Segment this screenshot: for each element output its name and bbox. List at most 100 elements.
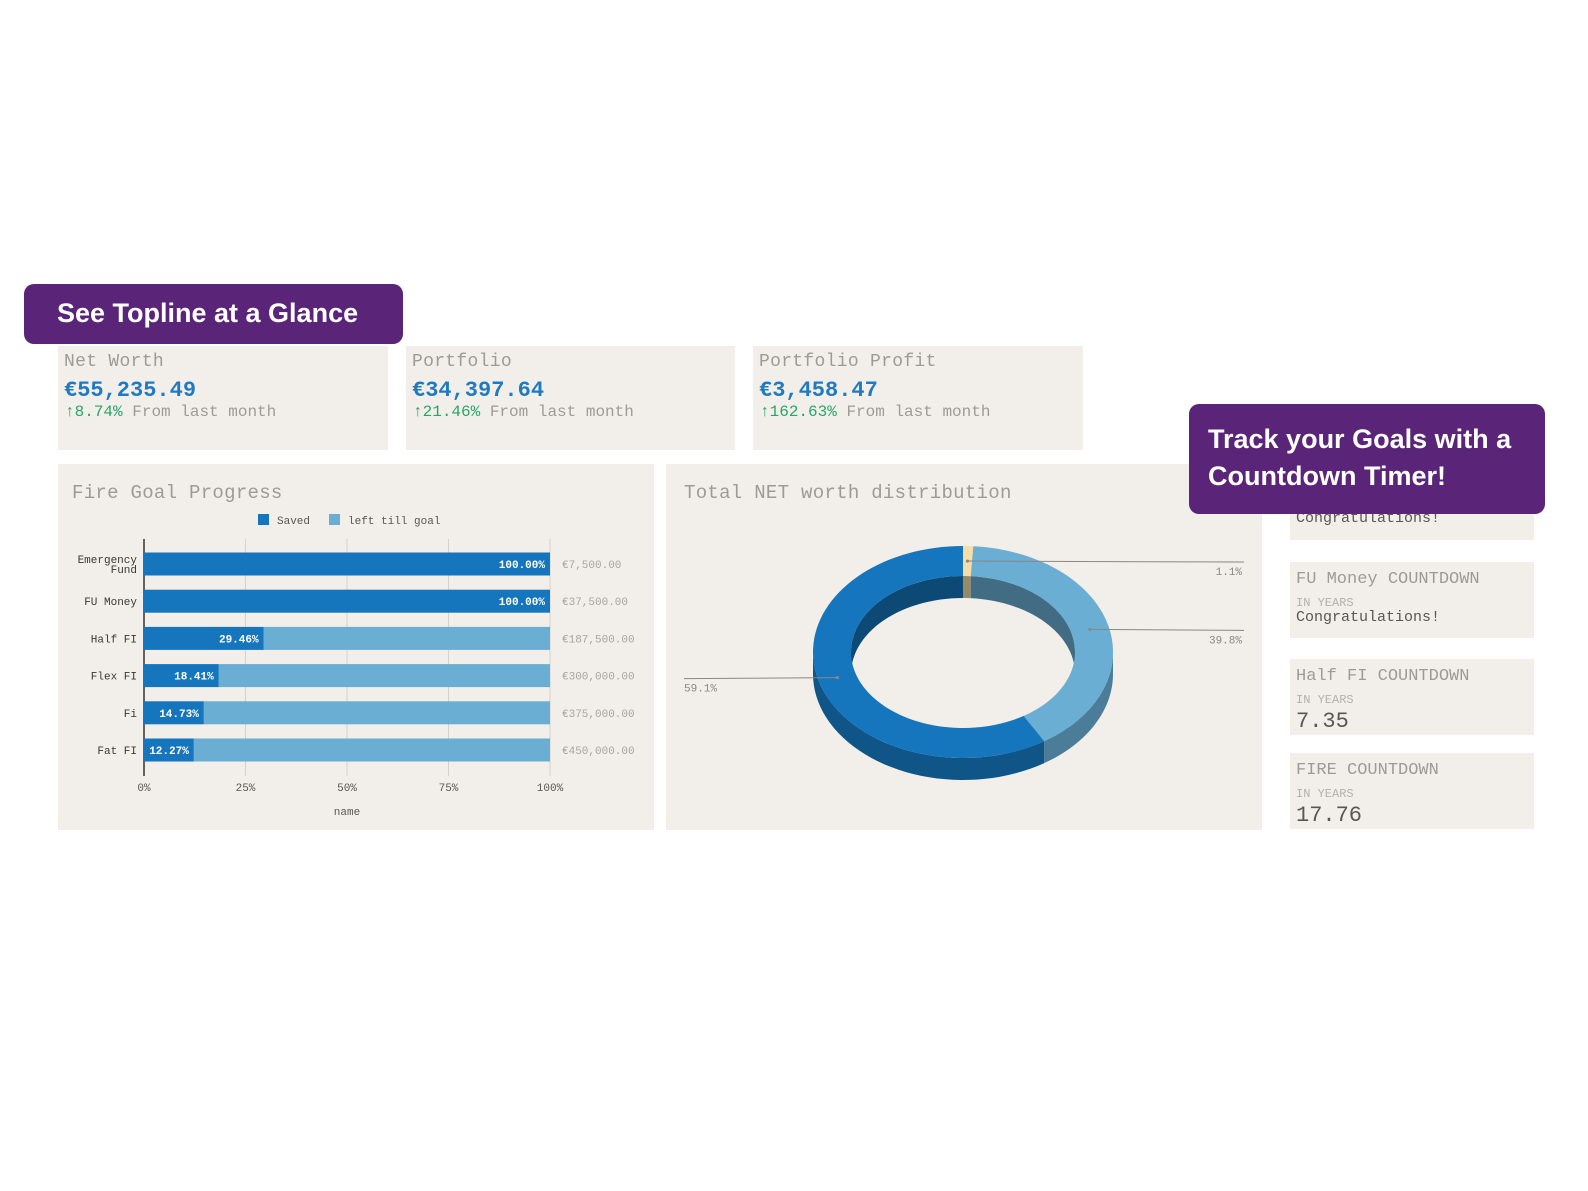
panel-title: Total NET worth distribution (684, 482, 1012, 504)
bar-data-label: 14.73% (159, 709, 199, 721)
goals-banner: Track your Goals with a Countdown Timer! (1189, 404, 1545, 514)
bar-saved (144, 664, 219, 688)
card-label: Portfolio (412, 352, 512, 372)
arrow-up-icon: ↑ (413, 403, 423, 421)
card-value: €34,397.64 (412, 378, 545, 403)
countdown-card: Half FI COUNTDOWN IN YEARS 7.35 (1290, 659, 1534, 735)
portfolio-profit-card: Portfolio Profit €3,458.47 ↑162.63% From… (753, 346, 1083, 450)
card-change: ↑162.63% From last month (760, 403, 990, 421)
bar-saved (144, 738, 194, 762)
x-tick-label: 0% (137, 783, 151, 795)
bar-saved (144, 552, 550, 576)
leader-dot (965, 559, 970, 563)
countdown-card: FIRE COUNTDOWN IN YEARS 17.76 (1290, 753, 1534, 829)
topline-banner: See Topline at a Glance (24, 284, 403, 344)
leader-line (967, 560, 1245, 563)
bar-data-label: 29.46% (219, 634, 259, 646)
change-suffix: From last month (846, 403, 991, 421)
legend-label: Saved (277, 516, 310, 528)
panel-title: Fire Goal Progress (72, 482, 283, 504)
goal-amount-label: €375,000.00 (562, 709, 635, 721)
legend-label: left till goal (348, 516, 440, 528)
bar-left-till-goal (203, 701, 550, 725)
x-tick-label: 75% (439, 783, 459, 795)
x-tick-label: 25% (236, 783, 256, 795)
countdown-value: 7.35 (1296, 709, 1349, 734)
category-label: Emergency (78, 555, 138, 567)
x-axis-title: name (334, 807, 360, 819)
countdown-unit: IN YEARS (1296, 596, 1354, 610)
category-label: Flex FI (91, 672, 137, 684)
x-tick-label: 100% (537, 783, 564, 795)
leader-line (1089, 628, 1245, 631)
countdown-title: Half FI COUNTDOWN (1296, 667, 1470, 686)
category-label: Fund (111, 565, 137, 577)
bar-data-label: 12.27% (149, 746, 189, 758)
banner-text: Countdown Timer! (1208, 461, 1446, 491)
leader-dot (835, 676, 839, 680)
countdown-value: 17.76 (1296, 803, 1363, 828)
distribution-panel: Total NET worth distribution 1.1% 39.8% 59… (666, 464, 1262, 830)
goal-amount-label: €300,000.00 (562, 672, 635, 684)
net-worth-card: Net Worth €55,235.49 ↑8.74% From last mo… (58, 346, 388, 450)
bar-data-label: 100.00% (499, 560, 546, 572)
card-change: ↑21.46% From last month (413, 403, 634, 421)
fire-goal-panel: Fire Goal Progress Saved left till goal 0%… (58, 464, 654, 830)
bar-saved (144, 626, 264, 650)
donut-slice (970, 546, 1113, 742)
leader-dot (1088, 627, 1092, 631)
category-label: Fi (124, 709, 138, 721)
card-value: €3,458.47 (759, 378, 878, 403)
card-label: Net Worth (64, 352, 164, 372)
distribution-chart: 1.1% 39.8% 59.1% (683, 546, 1245, 780)
bar-left-till-goal (218, 664, 550, 688)
fire-goal-chart: Saved left till goal 0% 25% 50% 75% 100% name 10… (78, 514, 635, 819)
countdown-card: FU Money COUNTDOWN IN YEARS Congratulati… (1290, 562, 1534, 638)
goal-amount-label: €7,500.00 (562, 560, 621, 572)
change-percent: 21.46% (422, 403, 481, 421)
legend-swatch (329, 514, 340, 525)
change-suffix: From last month (132, 403, 277, 421)
x-tick-label: 50% (337, 783, 357, 795)
countdown-unit: IN YEARS (1296, 787, 1354, 801)
arrow-up-icon: ↑ (65, 403, 75, 421)
change-suffix: From last month (489, 403, 634, 421)
change-percent: 162.63% (769, 403, 837, 421)
donut-side-wall (813, 652, 1045, 780)
bar-data-label: 100.00% (499, 597, 546, 609)
countdown-unit: IN YEARS (1296, 693, 1354, 707)
arrow-up-icon: ↑ (760, 403, 770, 421)
leader-line (683, 677, 838, 680)
banner-text: See Topline at a Glance (57, 298, 359, 328)
donut-inner-wall (963, 576, 971, 599)
goal-amount-label: €187,500.00 (562, 634, 635, 646)
bar-saved (144, 589, 550, 613)
countdown-title: FU Money COUNTDOWN (1296, 570, 1480, 589)
goal-amount-label: €37,500.00 (562, 597, 628, 609)
card-label: Portfolio Profit (759, 352, 937, 372)
category-label: FU Money (84, 597, 137, 609)
category-label: Fat FI (97, 746, 137, 758)
goal-amount-label: €450,000.00 (562, 746, 635, 758)
donut-inner-wall (851, 576, 963, 674)
slice-label: 1.1% (1216, 567, 1243, 579)
portfolio-card: Portfolio €34,397.64 ↑21.46% From last m… (406, 346, 735, 450)
bar-saved (144, 701, 204, 725)
bar-left-till-goal (263, 626, 550, 650)
change-percent: 8.74% (74, 403, 123, 421)
bar-left-till-goal (193, 738, 550, 762)
legend-swatch (258, 514, 269, 525)
banner-text: Track your Goals with a (1208, 424, 1512, 454)
countdown-value: Congratulations! (1296, 609, 1441, 626)
slice-label: 59.1% (684, 684, 717, 696)
countdown-value: Congratulations! (1296, 510, 1441, 527)
donut-side-wall (1044, 652, 1113, 764)
category-label: Half FI (91, 634, 137, 646)
slice-label: 39.8% (1209, 635, 1242, 647)
countdown-title: FIRE COUNTDOWN (1296, 761, 1439, 780)
card-value: €55,235.49 (64, 378, 197, 403)
donut-slice (813, 546, 1045, 758)
card-change: ↑8.74% From last month (65, 403, 276, 421)
bar-data-label: 18.41% (174, 672, 214, 684)
donut-inner-wall (970, 576, 1075, 674)
